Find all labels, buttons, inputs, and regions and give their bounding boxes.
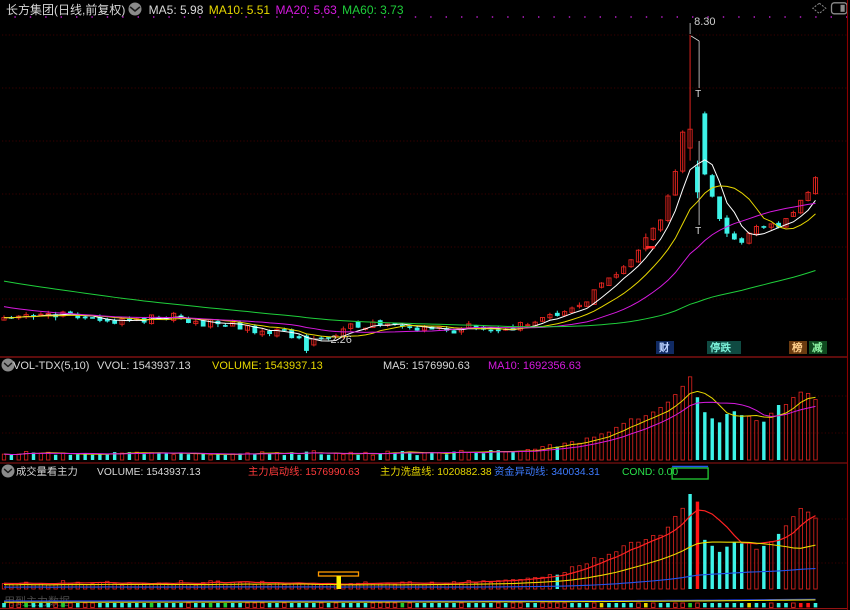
svg-text:成交量看主力: 成交量看主力 [16,465,78,478]
svg-text:T: T [695,89,701,100]
svg-text:T: T [695,226,701,237]
svg-text:VOLUME: 1543937.13: VOLUME: 1543937.13 [212,360,323,372]
svg-text:COND: 0.00: COND: 0.00 [622,467,678,478]
svg-text:VVOL: 1543937.13: VVOL: 1543937.13 [97,360,191,372]
svg-text:MA10: 1692356.63: MA10: 1692356.63 [488,360,581,372]
svg-text:减: 减 [812,341,823,354]
svg-text:MA5: 1576990.63: MA5: 1576990.63 [383,360,470,372]
svg-text:停跌: 停跌 [710,341,731,354]
svg-text:财: 财 [658,341,670,354]
svg-text:VOL-TDX(5,10): VOL-TDX(5,10) [13,360,89,372]
svg-text:榜: 榜 [792,341,803,354]
svg-text:主力启动线: 1576990.63: 主力启动线: 1576990.63 [248,465,360,478]
svg-text:主力洗盘线: 1020882.38: 主力洗盘线: 1020882.38 [380,465,492,478]
svg-text:资金异动线: 340034.31: 资金异动线: 340034.31 [494,465,600,478]
svg-text:VOLUME: 1543937.13: VOLUME: 1543937.13 [97,467,201,478]
svg-text:2.26: 2.26 [331,334,352,346]
